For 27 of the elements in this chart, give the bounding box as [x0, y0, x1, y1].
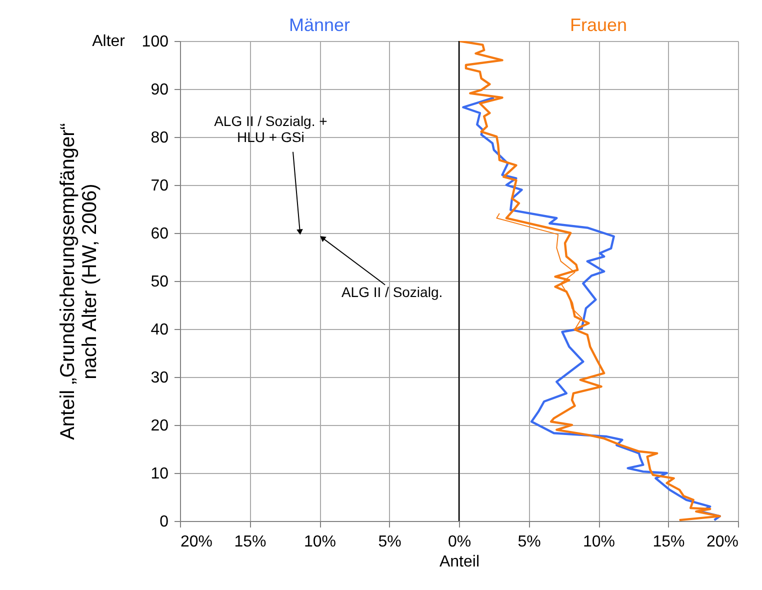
x-tick-label: 10%	[582, 534, 616, 550]
text: Alter	[92, 33, 126, 50]
x-tick-label: 15%	[234, 534, 266, 550]
text: Frauen	[570, 15, 628, 35]
x-tick-label: 5%	[518, 534, 541, 550]
y-tick-label: 20	[150, 418, 169, 434]
x-tick-label: 20%	[180, 534, 213, 550]
annotation: ALG II / Sozialg.	[341, 284, 443, 300]
x-tick-label: 10%	[304, 534, 336, 550]
y-tick-label: 10	[150, 466, 169, 482]
x-tick-label: 15%	[652, 534, 685, 550]
y-tick-label: 60	[150, 226, 169, 242]
y-tick-label: 0	[160, 514, 169, 530]
y-tick-label: 80	[150, 130, 169, 146]
annotation: ALG II / Sozialg. + HLU + GSi	[214, 113, 328, 146]
y-tick-label: 40	[150, 322, 169, 338]
y-axis-title: Anteil „Grundsicherungsempfänger“ nach Alter (HW, 2006)	[56, 123, 101, 440]
y-tick-label: 90	[150, 82, 169, 98]
x-tick-label: 5%	[378, 534, 402, 550]
y-tick-label: 100	[142, 34, 169, 50]
x-tick-label: 20%	[706, 534, 738, 550]
text: Männer	[288, 15, 350, 35]
x-axis-title: Anteil	[439, 554, 480, 570]
y-tick-label: 70	[150, 178, 169, 194]
x-tick-label: 0%	[448, 534, 472, 550]
y-tick-label: 30	[150, 370, 169, 386]
y-tick-label: 50	[150, 274, 169, 290]
